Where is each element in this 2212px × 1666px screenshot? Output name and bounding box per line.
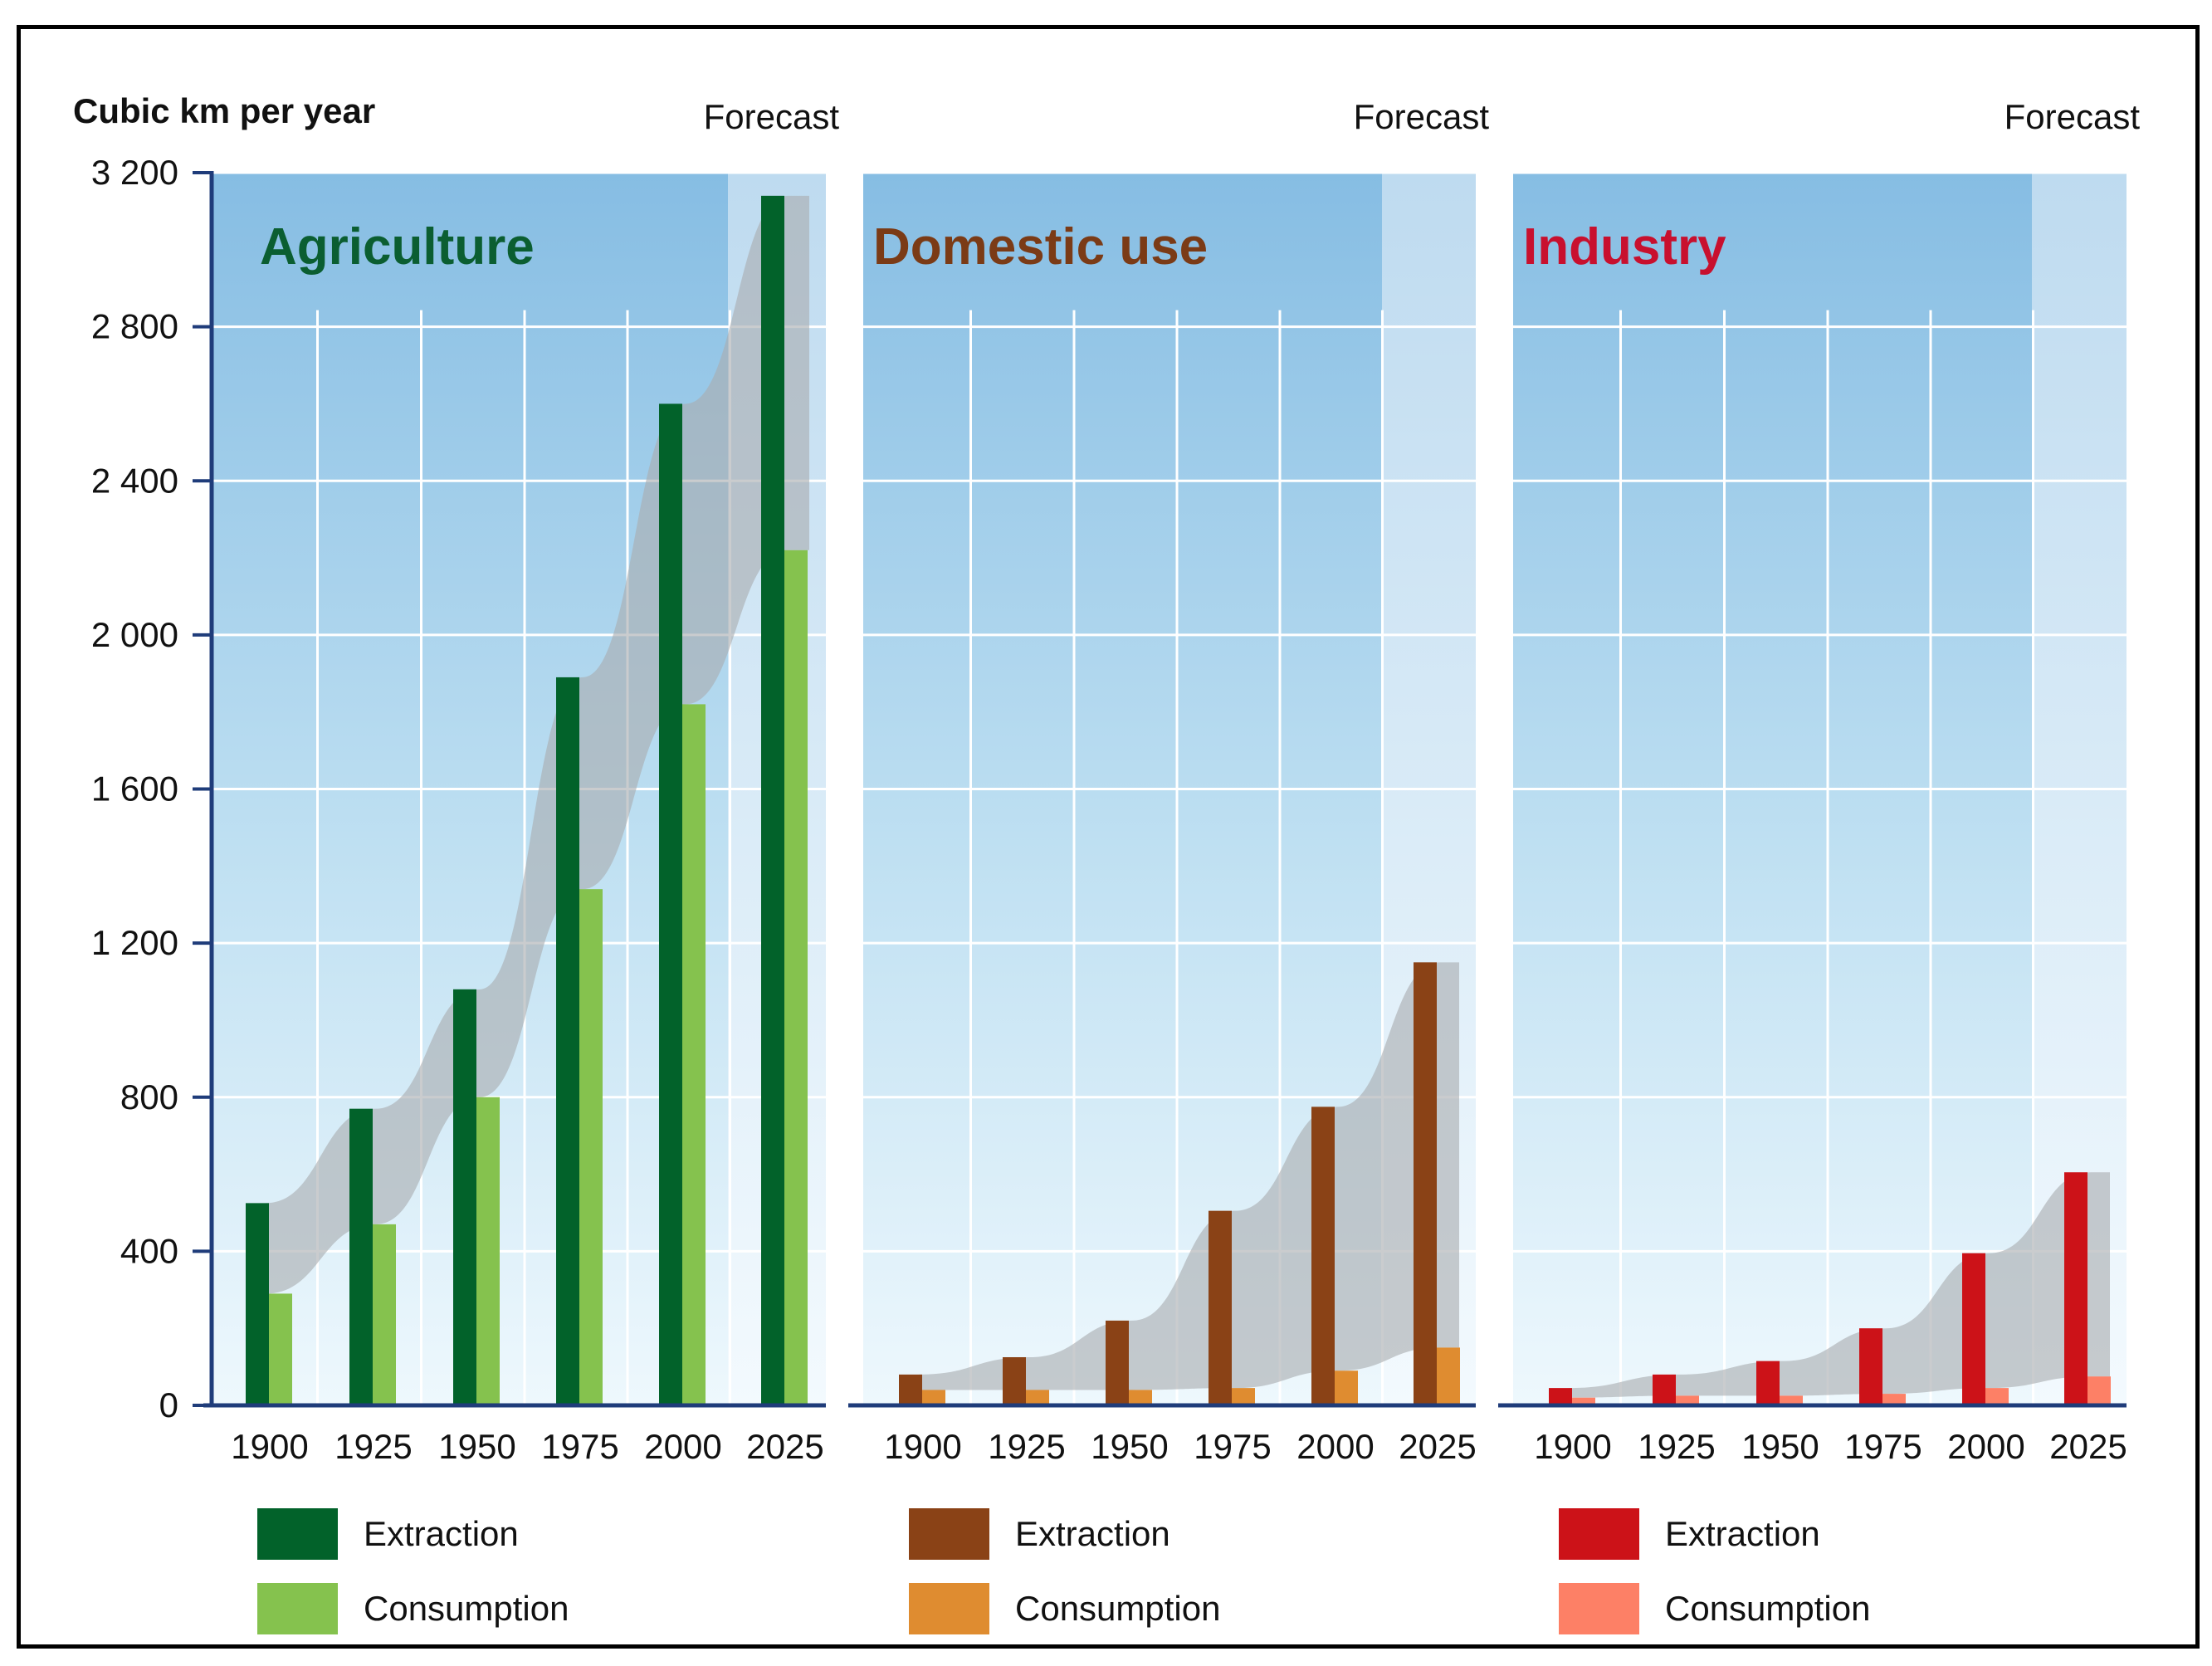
- bar-consumption-1925: [1026, 1390, 1049, 1405]
- x-tick-label: 2025: [746, 1427, 823, 1466]
- legend-swatch-extraction: [909, 1508, 989, 1560]
- bar-extraction-1950: [453, 989, 476, 1405]
- panel-title: Industry: [1523, 218, 1726, 276]
- x-tick-label: 2000: [644, 1427, 721, 1466]
- x-tick-label: 2000: [1296, 1427, 1374, 1466]
- y-tick-label: 2 000: [91, 615, 178, 654]
- bar-extraction-2000: [659, 403, 682, 1405]
- bar-consumption-1950: [1129, 1390, 1152, 1405]
- bar-extraction-2000: [1962, 1253, 1985, 1405]
- y-tick-label: 800: [120, 1077, 178, 1116]
- y-tick-label: 2 800: [91, 307, 178, 346]
- y-tick-label: 2 400: [91, 461, 178, 500]
- bar-extraction-1900: [1549, 1388, 1572, 1405]
- bar-extraction-2025: [2064, 1172, 2087, 1405]
- bar-consumption-1925: [1676, 1395, 1699, 1405]
- x-tick-label: 2025: [2049, 1427, 2127, 1466]
- bar-consumption-1975: [1882, 1394, 1906, 1405]
- bar-consumption-2000: [1335, 1370, 1358, 1405]
- bar-extraction-1975: [1859, 1328, 1882, 1405]
- bar-consumption-1900: [1572, 1397, 1595, 1405]
- legend-label: Extraction: [1665, 1514, 1820, 1553]
- x-tick-label: 1950: [438, 1427, 515, 1466]
- forecast-label: Forecast: [1354, 97, 1490, 136]
- bar-extraction-1900: [246, 1203, 269, 1405]
- bar-consumption-2025: [2087, 1376, 2111, 1405]
- bar-extraction-2025: [1414, 962, 1437, 1405]
- panel-title: Domestic use: [873, 218, 1208, 276]
- x-tick-label: 1925: [334, 1427, 412, 1466]
- x-tick-label: 1975: [541, 1427, 618, 1466]
- bar-extraction-2025: [761, 195, 784, 1405]
- x-tick-label: 1950: [1091, 1427, 1168, 1466]
- bar-consumption-2000: [682, 704, 706, 1405]
- x-tick-label: 1900: [884, 1427, 961, 1466]
- legend-swatch-extraction: [257, 1508, 338, 1560]
- legend-label: Consumption: [1015, 1589, 1220, 1628]
- y-tick-label: 1 600: [91, 769, 178, 809]
- legend-swatch-consumption: [909, 1583, 989, 1634]
- bar-consumption-1900: [269, 1293, 292, 1405]
- legend-label: Extraction: [1015, 1514, 1170, 1553]
- bar-extraction-2000: [1311, 1107, 1335, 1405]
- legend-label: Extraction: [364, 1514, 519, 1553]
- y-tick-label: 400: [120, 1231, 178, 1270]
- bar-consumption-1900: [922, 1390, 945, 1405]
- x-tick-label: 2000: [1947, 1427, 2024, 1466]
- legend-label: Consumption: [1665, 1589, 1870, 1628]
- x-tick-label: 1900: [1534, 1427, 1611, 1466]
- y-tick-label: 1 200: [91, 923, 178, 962]
- bar-consumption-2025: [1437, 1347, 1460, 1405]
- x-tick-label: 1925: [1638, 1427, 1715, 1466]
- bar-consumption-1975: [1232, 1388, 1255, 1405]
- x-tick-label: 1975: [1194, 1427, 1271, 1466]
- bar-consumption-1975: [579, 889, 603, 1405]
- bar-consumption-2025: [784, 550, 808, 1405]
- x-tick-label: 1975: [1844, 1427, 1921, 1466]
- x-tick-label: 1950: [1741, 1427, 1819, 1466]
- legend-swatch-extraction: [1559, 1508, 1639, 1560]
- forecast-label: Forecast: [2004, 97, 2141, 136]
- bar-extraction-1900: [899, 1374, 922, 1405]
- bar-consumption-1950: [1780, 1395, 1803, 1405]
- y-tick-label: 0: [159, 1385, 178, 1424]
- bar-extraction-1950: [1106, 1320, 1129, 1405]
- y-tick-label: 3 200: [91, 153, 178, 192]
- bar-extraction-1925: [1003, 1356, 1026, 1405]
- legend-label: Consumption: [364, 1589, 569, 1628]
- legend-swatch-consumption: [257, 1583, 338, 1634]
- x-tick-label: 1900: [231, 1427, 308, 1466]
- x-tick-label: 1925: [988, 1427, 1065, 1466]
- bar-consumption-1950: [476, 1097, 500, 1405]
- y-axis-label: Cubic km per year: [73, 91, 375, 130]
- bar-extraction-1975: [1209, 1210, 1232, 1405]
- forecast-label: Forecast: [704, 97, 840, 136]
- bar-extraction-1975: [556, 677, 579, 1405]
- bar-extraction-1950: [1756, 1361, 1780, 1405]
- bar-consumption-2000: [1985, 1388, 2009, 1405]
- x-tick-label: 2025: [1399, 1427, 1476, 1466]
- panel-title: Agriculture: [260, 218, 535, 276]
- bar-consumption-1925: [373, 1224, 396, 1405]
- bar-extraction-1925: [1653, 1374, 1676, 1405]
- legend-swatch-consumption: [1559, 1583, 1639, 1634]
- bar-extraction-1925: [349, 1108, 373, 1405]
